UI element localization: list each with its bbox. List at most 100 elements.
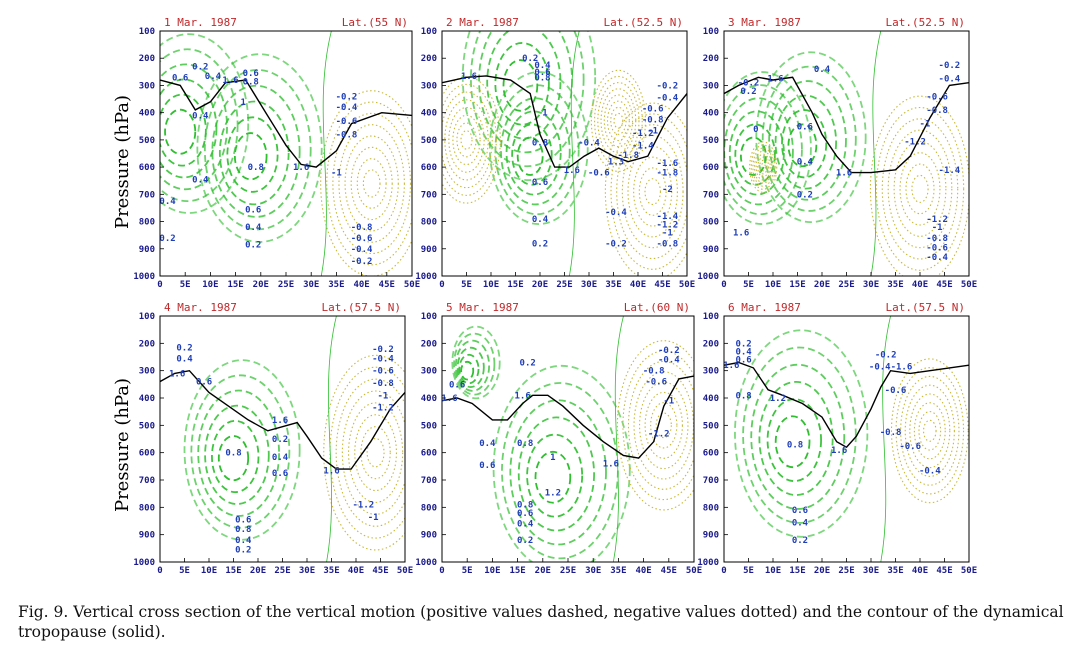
negative-contour bbox=[348, 402, 404, 504]
contour-label: 1.6 bbox=[723, 361, 739, 371]
zero-contour bbox=[569, 31, 580, 276]
positive-contour bbox=[453, 332, 496, 396]
contour-label: 0.2 bbox=[520, 358, 536, 368]
y-tick-label: 200 bbox=[703, 339, 719, 349]
positive-contour bbox=[511, 123, 553, 186]
negative-contour bbox=[613, 112, 624, 129]
contour-label: 0.2 bbox=[797, 190, 813, 200]
tropopause-line bbox=[724, 361, 969, 449]
x-tick-label: 0 bbox=[157, 566, 162, 576]
x-tick-label: 10E bbox=[765, 566, 781, 576]
x-tick-label: 20E bbox=[814, 280, 830, 290]
contour-label: -0.4 bbox=[657, 94, 679, 104]
positive-contour bbox=[501, 382, 619, 560]
contour-label: -1.2 bbox=[648, 430, 670, 440]
contour-label: 0.6 bbox=[792, 506, 808, 516]
contour-label: 0.2 bbox=[517, 536, 533, 546]
negative-contour bbox=[913, 402, 946, 460]
negative-contour bbox=[753, 150, 773, 184]
negative-contour bbox=[460, 130, 473, 150]
y-tick-label: 500 bbox=[421, 136, 437, 146]
y-tick-label: 500 bbox=[703, 421, 719, 431]
x-tick-label: 35E bbox=[887, 280, 903, 290]
negative-contour bbox=[890, 358, 969, 504]
negative-contour bbox=[900, 375, 960, 486]
contour-label: 0.4 bbox=[517, 520, 534, 530]
negative-contour bbox=[344, 135, 399, 232]
negative-contour bbox=[639, 381, 689, 470]
x-tick-label: 5E bbox=[462, 566, 473, 576]
y-tick-label: 400 bbox=[139, 109, 155, 119]
contour-label: -0.2 bbox=[605, 239, 627, 249]
contour-label: -0.4 bbox=[919, 466, 941, 476]
contour-label: 0.6 bbox=[172, 73, 188, 83]
x-tick-label: 45E bbox=[936, 280, 952, 290]
panel-date-title: 3 Mar. 1987 bbox=[728, 16, 801, 29]
y-tick-label: 700 bbox=[139, 190, 155, 200]
positive-contour bbox=[781, 109, 828, 179]
negative-contour bbox=[752, 147, 775, 187]
negative-contour bbox=[356, 158, 387, 209]
positive-contour bbox=[451, 325, 501, 400]
positive-contour bbox=[526, 433, 584, 518]
x-tick-label: 30E bbox=[303, 280, 319, 290]
y-tick-label: 200 bbox=[139, 54, 155, 64]
positive-contour bbox=[494, 84, 580, 216]
x-tick-label: 45E bbox=[654, 280, 670, 290]
negative-contour bbox=[335, 378, 405, 527]
negative-contour bbox=[444, 99, 489, 181]
y-tick-label: 800 bbox=[139, 503, 155, 513]
y-tick-label: 800 bbox=[703, 218, 719, 228]
contour-label: -1 bbox=[647, 126, 658, 136]
x-tick-label: 40E bbox=[630, 280, 646, 290]
negative-contour bbox=[893, 140, 947, 237]
y-tick-label: 800 bbox=[703, 503, 719, 513]
y-tick-label: 600 bbox=[139, 163, 155, 173]
x-tick-label: 25E bbox=[274, 566, 290, 576]
x-tick-label: 40E bbox=[353, 280, 369, 290]
positive-contour bbox=[456, 346, 485, 388]
contour-label: 0.2 bbox=[532, 239, 548, 249]
negative-contour bbox=[918, 411, 942, 451]
negative-contour bbox=[360, 426, 391, 480]
positive-contour bbox=[787, 123, 818, 168]
contour-label: -0.6 bbox=[926, 92, 948, 102]
x-tick-label: 10E bbox=[201, 566, 217, 576]
negative-contour bbox=[655, 412, 672, 439]
negative-contour bbox=[760, 162, 766, 172]
contour-label: 0.6 bbox=[534, 68, 550, 78]
contour-label: -0.8 bbox=[642, 115, 664, 125]
x-tick-label: 50E bbox=[679, 280, 695, 290]
contour-label: 0.6 bbox=[272, 469, 288, 479]
panel-1: 0.20.6 0.4 1.60.60.80.410.80.40.40.60.40.2… bbox=[133, 16, 420, 290]
x-tick-label: 20E bbox=[250, 566, 266, 576]
panel-date-title: 2 Mar. 1987 bbox=[446, 16, 519, 29]
negative-contour bbox=[350, 146, 393, 221]
contour-label: -1.4 bbox=[939, 166, 961, 176]
contour-label: 1.6 bbox=[461, 72, 477, 82]
contour-label: -0.6 bbox=[926, 243, 948, 253]
y-tick-label: 1000 bbox=[133, 558, 155, 568]
contour-label: 0.4 bbox=[245, 223, 262, 233]
positive-contour bbox=[742, 346, 857, 524]
contour-label: 0.6 bbox=[532, 178, 548, 188]
contour-label: 0.8 bbox=[225, 449, 241, 459]
contour-label: -0.8 bbox=[880, 428, 902, 438]
contour-label: 0.4 bbox=[735, 348, 752, 358]
contour-label: 0.8 bbox=[532, 139, 548, 149]
negative-contour bbox=[362, 169, 381, 198]
panel-contours: 0.20.40.61.60.8 1.20.81.60.60.40.2-0.2-0.… bbox=[723, 316, 969, 562]
y-tick-label: 800 bbox=[421, 503, 437, 513]
panel-contours: 0.20.41.60.61.60.20.40.60.81.60.60.80.40… bbox=[160, 316, 405, 562]
contour-label: -1 bbox=[331, 169, 342, 179]
y-tick-label: 100 bbox=[421, 312, 437, 322]
x-tick-label: 15E bbox=[507, 280, 523, 290]
negative-contour bbox=[448, 106, 485, 173]
panel-5: 0.20.61.6 1.60.4 0.810.61.21.60.80.60.40.2… bbox=[415, 301, 702, 576]
panel-date-title: 1 Mar. 1987 bbox=[164, 16, 237, 29]
positive-contour bbox=[724, 71, 812, 225]
contour-label: 0.2 bbox=[735, 339, 751, 349]
negative-contour bbox=[338, 124, 405, 243]
contour-label: -0.2 bbox=[875, 350, 897, 360]
positive-contour bbox=[516, 136, 544, 176]
